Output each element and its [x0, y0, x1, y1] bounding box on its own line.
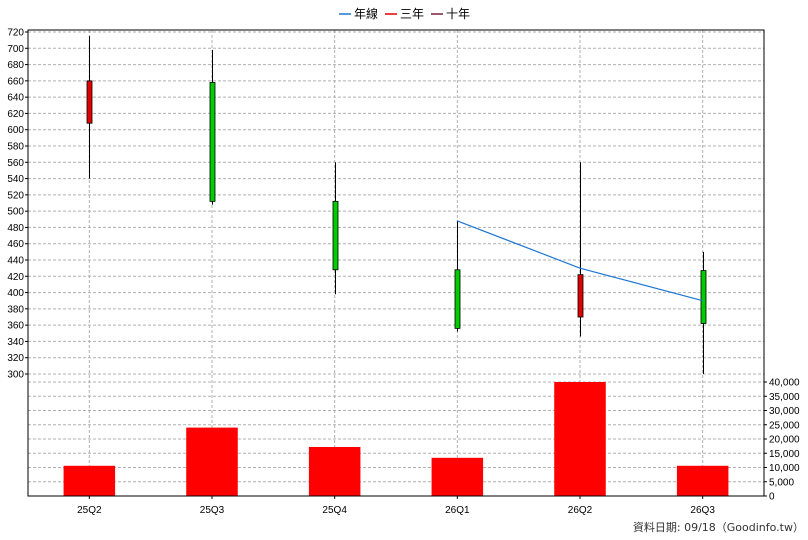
volume-tick-label: 40,000: [769, 378, 800, 389]
price-tick-label: 320: [7, 353, 24, 364]
year-line-series: [457, 220, 703, 302]
grid: [28, 30, 764, 497]
category-axis: 25Q2 25Q3 25Q4 26Q1 26Q2 26Q3: [77, 496, 715, 516]
plot-border: [27, 29, 765, 497]
price-tick-label: 560: [7, 158, 24, 169]
candle-body: [209, 82, 216, 202]
volume-tick-label: 10,000: [769, 463, 800, 474]
price-tick-label: 500: [7, 207, 24, 218]
legend-label-ten-year: 十年: [446, 7, 470, 21]
price-tick-label: 600: [7, 125, 24, 136]
plot-frame: [27, 29, 765, 497]
data-date-footer: 資料日期: 09/18（Goodinfo.tw）: [633, 520, 804, 534]
category-tick-label: 25Q4: [322, 505, 347, 516]
category-tick-label: 26Q2: [568, 505, 593, 516]
legend-item-three-year: 三年: [385, 7, 424, 21]
volume-bar: [186, 427, 238, 496]
volume-bar: [63, 465, 116, 496]
candle-body: [454, 269, 461, 329]
price-tick-label: 380: [7, 304, 24, 315]
candlesticks: [86, 36, 707, 374]
price-tick-label: 580: [7, 142, 24, 153]
volume-bar: [431, 457, 484, 496]
price-tick-label: 680: [7, 60, 24, 71]
price-tick-label: 720: [7, 28, 24, 39]
candle-body: [700, 270, 707, 324]
candle-body: [332, 200, 339, 271]
price-tick-label: 540: [7, 174, 24, 185]
volume-tick-label: 35,000: [769, 392, 800, 403]
price-tick-label: 480: [7, 223, 24, 234]
legend-label-year: 年線: [354, 6, 378, 21]
candle-body: [577, 274, 584, 318]
price-tick-label: 400: [7, 288, 24, 299]
price-tick-label: 420: [7, 272, 24, 283]
volume-axis: 40,000 35,000 30,000 25,000 20,000 15,000 10,0…: [764, 378, 800, 503]
volume-bar: [308, 446, 361, 496]
volume-tick-label: 0: [769, 492, 775, 503]
candle-body: [86, 80, 93, 124]
category-tick-label: 25Q3: [200, 505, 225, 516]
category-tick-label: 25Q2: [77, 505, 102, 516]
legend-label-three-year: 三年: [400, 7, 424, 21]
year-line: [457, 220, 703, 302]
volume-bars: [63, 382, 729, 496]
price-tick-label: 440: [7, 256, 24, 267]
category-tick-label: 26Q1: [445, 505, 470, 516]
volume-tick-label: 15,000: [769, 449, 800, 460]
volume-tick-label: 20,000: [769, 435, 800, 446]
legend: 年線 三年 十年: [339, 6, 470, 21]
legend-item-year-line: 年線: [339, 6, 378, 21]
price-tick-label: 340: [7, 337, 24, 348]
price-tick-label: 300: [7, 370, 24, 381]
price-tick-label: 620: [7, 109, 24, 120]
volume-tick-label: 5,000: [769, 477, 794, 488]
volume-bar: [554, 382, 606, 496]
volume-bar: [676, 465, 729, 496]
price-tick-label: 700: [7, 44, 24, 55]
volume-tick-label: 30,000: [769, 406, 800, 417]
price-tick-label: 460: [7, 239, 24, 250]
price-tick-label: 360: [7, 321, 24, 332]
price-tick-label: 640: [7, 93, 24, 104]
legend-item-ten-year: 十年: [431, 7, 470, 21]
category-tick-label: 26Q3: [690, 505, 715, 516]
price-axis: 720 700 680 660 640 620 600 580 560 540 520 500 480 4…: [7, 28, 28, 381]
volume-tick-label: 25,000: [769, 420, 800, 431]
price-tick-label: 660: [7, 76, 24, 87]
price-tick-label: 520: [7, 190, 24, 201]
